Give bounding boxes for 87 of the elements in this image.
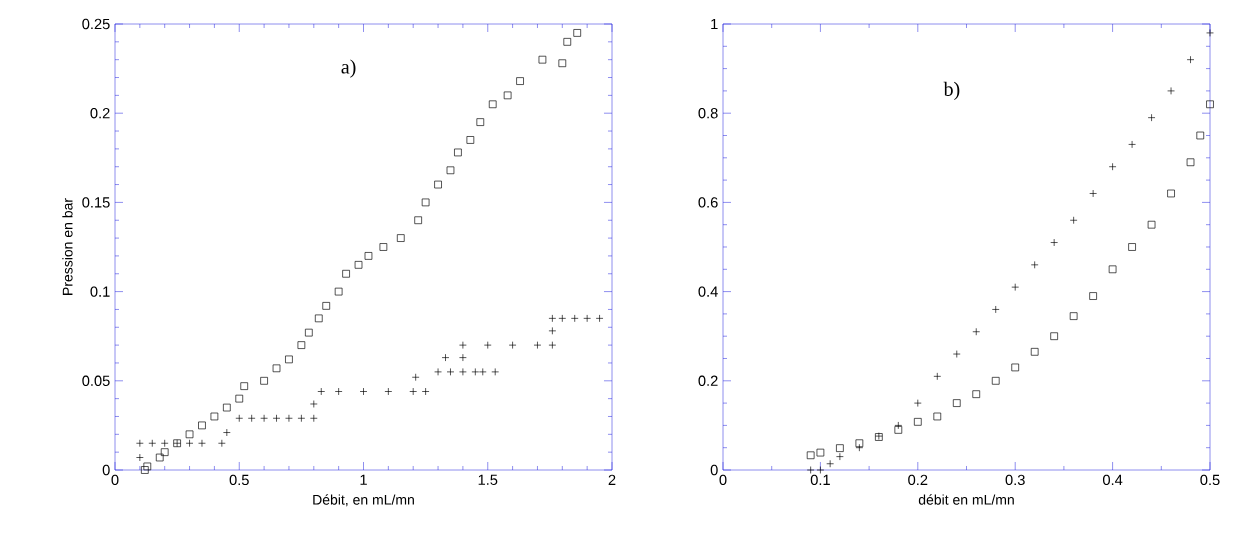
point (210, 412, 219, 421)
x-tick-label: 0.5 (1200, 474, 1220, 486)
point (314, 314, 323, 323)
annotation: b) (943, 81, 960, 100)
point (305, 328, 313, 337)
point (476, 118, 485, 126)
x-tick-label: 1.5 (478, 474, 498, 485)
point (894, 426, 903, 434)
y-axis-title: Pression en bar (62, 198, 73, 295)
point (322, 302, 331, 310)
point (141, 466, 149, 474)
x-tick-label: 0 (111, 474, 119, 486)
point (558, 59, 567, 68)
point (160, 448, 169, 456)
point (434, 180, 442, 189)
point (1011, 363, 1020, 372)
point (1196, 131, 1205, 140)
annotation: a) (341, 59, 356, 78)
point (855, 439, 864, 448)
y-tick-label: 0.2 (698, 375, 718, 386)
point (538, 55, 547, 64)
point (260, 376, 268, 385)
point (354, 261, 363, 269)
point (143, 462, 152, 471)
point (952, 399, 961, 407)
point (185, 430, 194, 439)
point (488, 100, 497, 109)
point (1069, 312, 1078, 320)
point (421, 198, 430, 207)
point (1147, 220, 1156, 229)
y-tick-label: 0.15 (82, 197, 110, 208)
point (806, 451, 815, 460)
point (342, 269, 350, 278)
point (503, 91, 512, 100)
point (1030, 348, 1039, 356)
point (240, 382, 249, 390)
point (1206, 100, 1214, 109)
x-tick-label: 0.2 (908, 474, 928, 486)
point (1050, 332, 1058, 341)
point (285, 355, 293, 364)
point (454, 148, 462, 157)
point (816, 448, 825, 457)
point (836, 444, 844, 452)
point (414, 216, 422, 225)
x-tick-label: 0.3 (1005, 474, 1025, 486)
point (446, 166, 455, 175)
y-tick-label: 0.1 (90, 286, 110, 297)
point (991, 376, 1000, 385)
point (933, 412, 942, 421)
point (1128, 243, 1136, 251)
point (334, 287, 343, 296)
y-tick-label: 0.2 (90, 108, 110, 119)
x-axis-title: Débit, en mL/mn (313, 494, 414, 507)
y-tick-label: 0.8 (698, 108, 718, 119)
point (396, 234, 405, 242)
y-tick-label: 1 (711, 18, 718, 30)
x-tick-label: 1 (360, 474, 367, 485)
point (1167, 189, 1175, 198)
x-tick-label: 0 (719, 474, 727, 486)
point (563, 38, 572, 46)
y-tick-label: 0.25 (82, 18, 110, 30)
point (516, 77, 524, 85)
y-tick-label: 0 (710, 464, 718, 476)
x-tick-label: 2 (608, 474, 616, 485)
x-tick-label: 0.4 (1102, 474, 1123, 486)
point (573, 29, 582, 37)
point (379, 243, 388, 251)
point (223, 403, 231, 412)
point (914, 418, 922, 426)
y-tick-label: 0.05 (82, 375, 110, 386)
point (1089, 292, 1097, 300)
point (198, 421, 206, 430)
x-axis-title: débit en mL/mn (918, 494, 1014, 505)
y-tick-label: 0.6 (698, 197, 718, 208)
point (972, 390, 981, 398)
x-tick-label: 0.5 (229, 474, 249, 486)
point (272, 364, 281, 373)
x-tick-label: 0.1 (810, 474, 830, 486)
point (155, 453, 164, 462)
point (364, 252, 373, 260)
point (466, 136, 475, 144)
y-tick-label: 0.4 (698, 286, 718, 297)
point (235, 394, 244, 403)
point (1186, 158, 1195, 167)
y-tick-label: 0 (102, 464, 110, 476)
point (1108, 265, 1117, 274)
point (297, 341, 306, 349)
